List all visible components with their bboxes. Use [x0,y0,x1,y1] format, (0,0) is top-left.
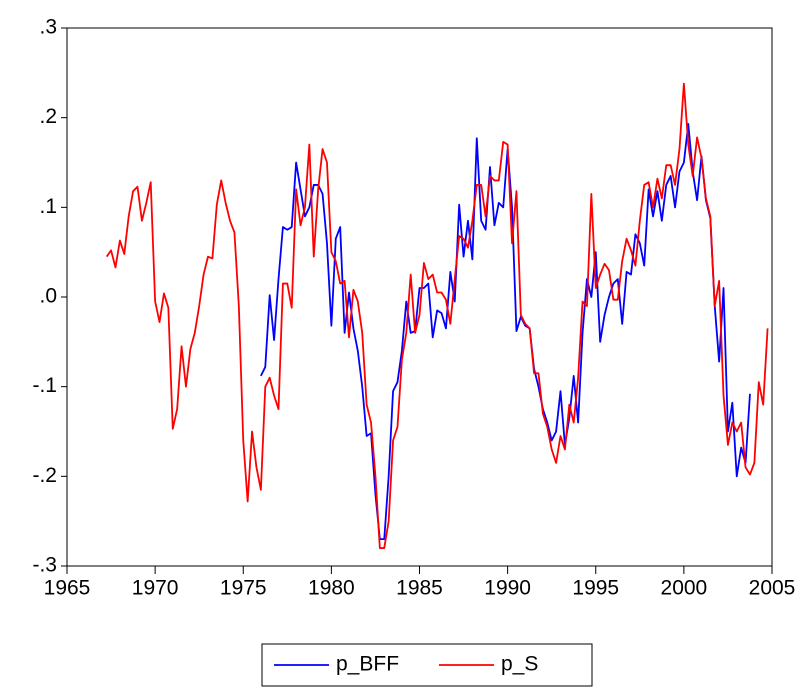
y-tick-label: .1 [39,195,57,218]
x-tick-label: 1990 [484,577,531,600]
x-tick-label: 1985 [396,577,443,600]
x-tick-label: 1980 [308,577,355,600]
legend-label: p_S [501,653,538,676]
x-tick-label: 1965 [44,577,91,600]
x-tick-label: 2000 [661,577,708,600]
series-line [260,123,751,540]
series-line [105,82,769,549]
y-tick-label: .3 [39,16,57,39]
x-tick-label: 1970 [132,577,179,600]
y-tick-label: -.2 [32,464,57,487]
y-tick-label: .0 [39,285,57,308]
x-tick-label: 1975 [220,577,267,600]
y-tick-label: -.3 [32,554,57,577]
x-tick-label: 2005 [749,577,796,600]
x-tick-label: 1995 [572,577,619,600]
plot-frame [66,27,773,567]
y-tick-label: -.1 [32,374,57,397]
y-tick-label: .2 [39,105,57,128]
legend-label: p_BFF [336,653,399,676]
